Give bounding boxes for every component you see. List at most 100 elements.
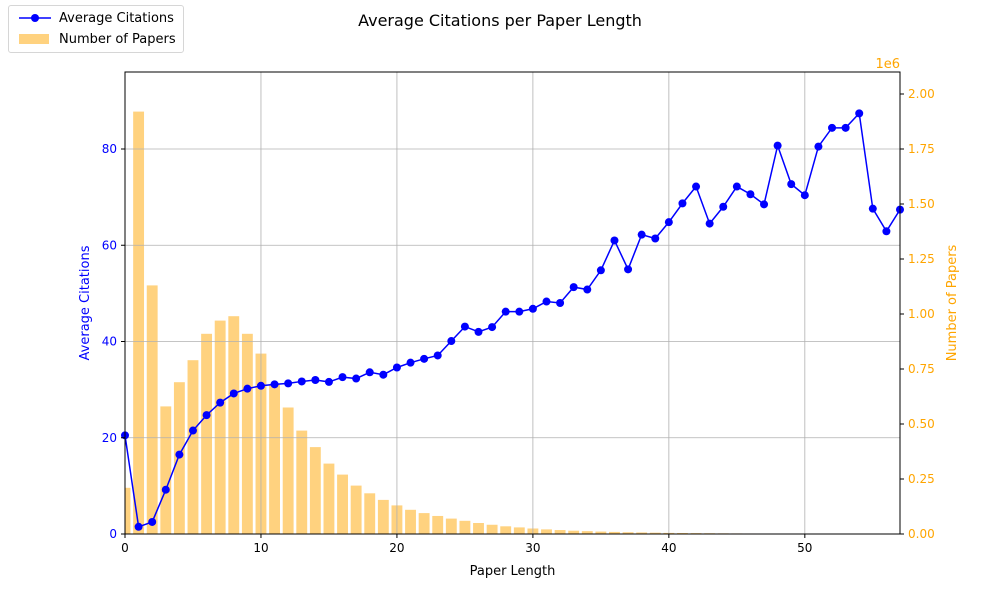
data-point [760, 200, 769, 209]
data-point [732, 182, 741, 191]
y-right-tick-label: 0.00 [908, 527, 935, 541]
data-point [773, 141, 782, 150]
bar [214, 320, 226, 534]
y-right-tick-label: 1.25 [908, 252, 935, 266]
bar [282, 407, 294, 534]
y-right-tick-label: 1.50 [908, 197, 935, 211]
data-point [243, 384, 252, 393]
bar [405, 509, 416, 534]
legend-label-line: Average Citations [59, 11, 174, 26]
axes-layer: 0 10 20 30 40 50 0 20 40 60 80 0.00 0.25 0.50 0.75 1.00… [102, 71, 935, 555]
data-point [447, 337, 456, 346]
data-point [596, 266, 605, 275]
bar [595, 531, 607, 534]
x-tick-label: 40 [661, 541, 676, 555]
data-point [882, 227, 891, 236]
y-right-tick-label: 0.75 [908, 362, 935, 376]
bar [541, 529, 552, 534]
bar [445, 518, 457, 534]
data-point [460, 322, 469, 331]
bar [201, 333, 213, 534]
y-right-tick-label: 1.00 [908, 307, 935, 321]
data-point [311, 376, 320, 384]
data-point [692, 182, 701, 191]
y-right-tick-label: 0.25 [908, 472, 935, 486]
y-left-tick-label: 40 [102, 335, 117, 349]
data-point [814, 142, 823, 151]
data-point [855, 109, 864, 118]
data-point [284, 379, 293, 388]
data-point [148, 517, 157, 526]
bar [146, 285, 158, 534]
data-point [569, 283, 578, 292]
bar [649, 532, 661, 534]
data-point [651, 234, 660, 243]
grid-layer [124, 72, 900, 535]
bar [418, 513, 430, 534]
data-point [256, 381, 265, 390]
x-tick-label: 10 [253, 541, 268, 555]
data-point [515, 307, 524, 316]
data-point [216, 398, 225, 407]
data-point [365, 368, 374, 377]
data-point [637, 230, 646, 239]
legend-bar-swatch [19, 34, 49, 44]
x-tick-label: 0 [121, 541, 129, 555]
data-point [746, 190, 755, 199]
data-point [352, 374, 361, 383]
x-tick-label: 20 [389, 541, 404, 555]
data-point [787, 180, 796, 189]
data-point [719, 202, 728, 211]
bar [133, 111, 145, 534]
data-point [379, 370, 388, 379]
bar [269, 384, 280, 534]
data-point [488, 323, 497, 332]
data-point [705, 219, 714, 228]
series-line [124, 111, 901, 528]
y-left-tick-label: 0 [109, 527, 117, 541]
bar [241, 333, 253, 534]
data-point [338, 373, 347, 382]
y-right-tick-label: 2.00 [908, 87, 935, 101]
data-point [202, 411, 211, 420]
data-point [583, 285, 592, 294]
data-point [433, 351, 442, 360]
data-point [664, 218, 673, 227]
data-point [528, 304, 537, 313]
data-point [324, 377, 333, 386]
bar [473, 523, 484, 534]
x-axis-label: Paper Length [470, 564, 556, 579]
data-point [392, 363, 401, 372]
legend: Average Citations Number of Papers [8, 5, 184, 53]
data-point [474, 327, 483, 336]
legend-label-bars: Number of Papers [59, 32, 176, 47]
bar [377, 499, 389, 534]
data-point [270, 380, 279, 389]
data-point [678, 199, 687, 208]
bar [337, 474, 348, 534]
plot-frame [124, 71, 901, 535]
bar [581, 531, 593, 534]
y-left-tick-label: 80 [102, 142, 117, 156]
bar [160, 406, 172, 534]
bar [228, 316, 240, 534]
y-left-tick-label: 60 [102, 238, 117, 252]
data-point [229, 389, 238, 398]
legend-line-swatch [19, 14, 51, 22]
data-point [868, 204, 877, 213]
data-point [800, 191, 809, 200]
bars-layer [125, 111, 900, 534]
bar [432, 515, 444, 534]
chart-title: Average Citations per Paper Length [358, 11, 642, 30]
y-left-tick-label: 20 [102, 431, 117, 445]
x-tick-label: 50 [797, 541, 812, 555]
bar [636, 532, 648, 534]
y-axis-right-label: Number of Papers [945, 244, 960, 361]
bar [296, 430, 308, 534]
data-point [188, 426, 197, 435]
data-point [556, 299, 565, 307]
data-point [161, 485, 170, 494]
data-point [406, 358, 415, 367]
bar [568, 530, 580, 534]
